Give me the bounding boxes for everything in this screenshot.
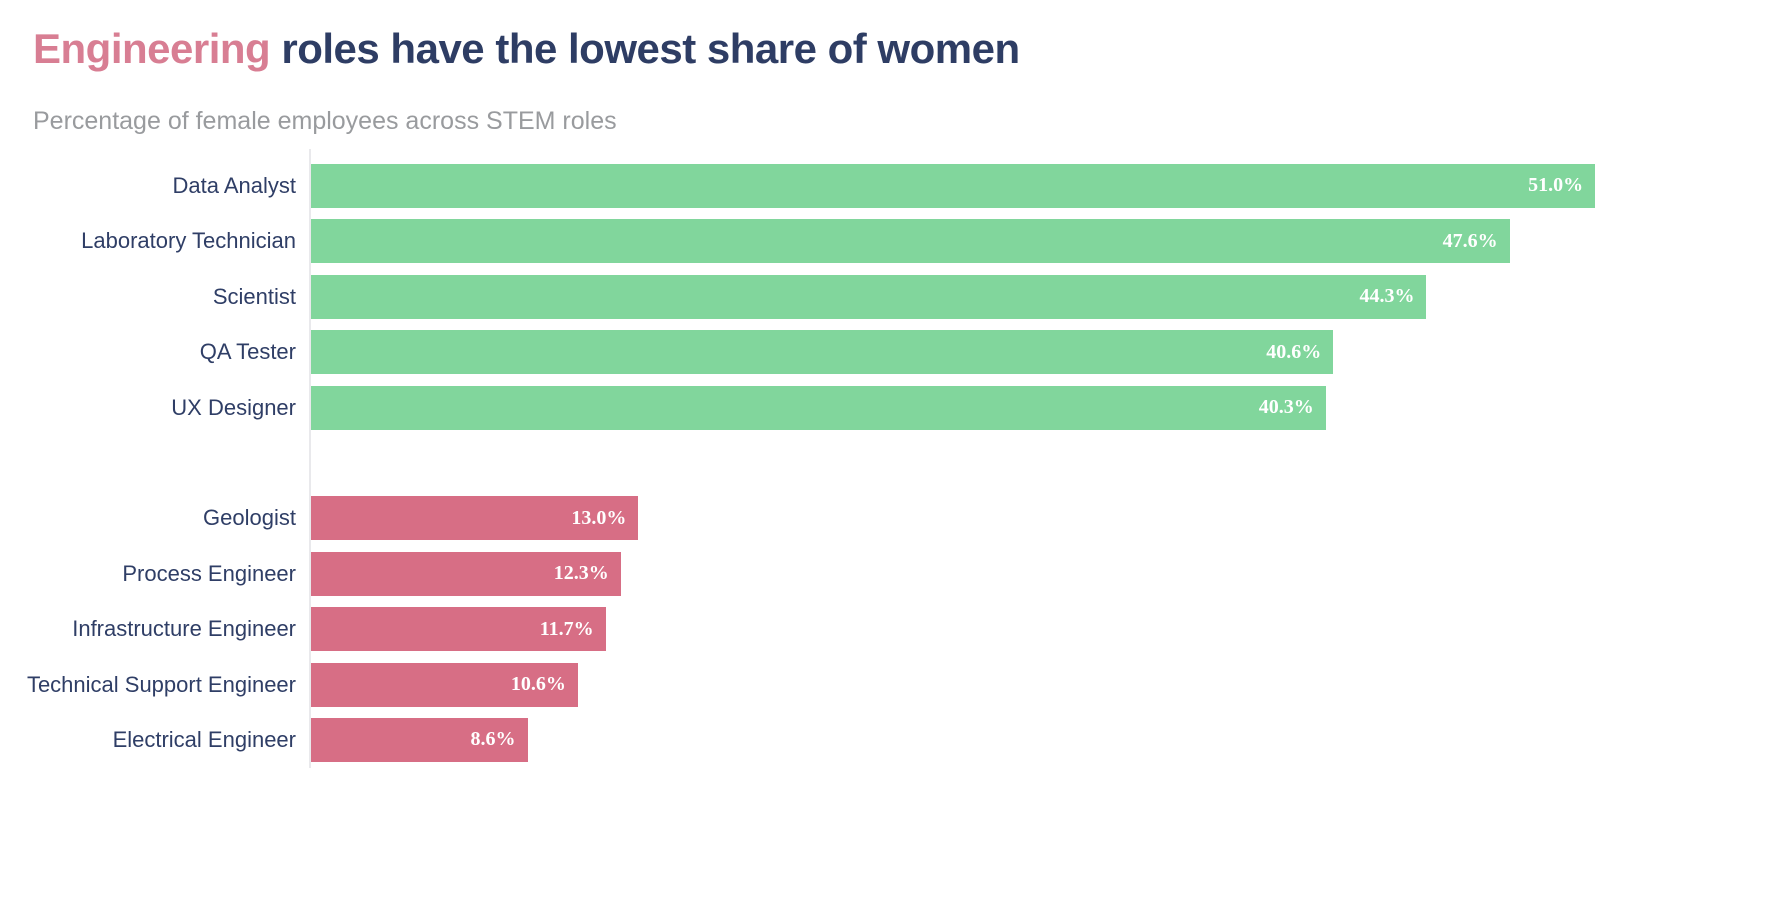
bar-area: 51.0% (311, 158, 1771, 213)
bar-area: 8.6% (311, 712, 1771, 767)
value-label: 11.7% (539, 617, 594, 640)
bar-laboratory-technician: 47.6% (311, 219, 1510, 264)
bar-row-ux-designer: UX Designer 40.3% (0, 380, 1771, 435)
bar-row-infrastructure-engineer: Infrastructure Engineer 11.7% (0, 601, 1771, 656)
category-label: UX Designer (171, 394, 296, 420)
bar-area: 40.3% (311, 380, 1771, 435)
bar-area: 10.6% (311, 657, 1771, 712)
value-label: 44.3% (1359, 285, 1415, 308)
bar-chart: Data Analyst 51.0% Laboratory Technician… (0, 149, 1771, 768)
value-label: 8.6% (470, 728, 516, 751)
bar-row-qa-tester: QA Tester 40.6% (0, 324, 1771, 379)
value-label: 12.3% (553, 562, 609, 585)
bar-row-laboratory-technician: Laboratory Technician 47.6% (0, 214, 1771, 269)
chart-title-highlight: Engineering (33, 25, 271, 72)
bar-process-engineer: 12.3% (311, 551, 621, 596)
bar-area: 13.0% (311, 491, 1771, 546)
value-label: 10.6% (510, 673, 566, 695)
bar-scientist: 44.3% (311, 274, 1427, 319)
value-label: 40.3% (1258, 396, 1314, 419)
bar-row-scientist: Scientist 44.3% (0, 269, 1771, 324)
bar-row-gap (0, 435, 1771, 490)
bar-area: 40.6% (311, 324, 1771, 379)
category-label: Data Analyst (172, 172, 296, 198)
bar-ux-designer: 40.3% (311, 385, 1326, 430)
category-label: QA Tester (199, 339, 296, 365)
bar-geologist: 13.0% (311, 496, 639, 541)
bar-row-electrical-engineer: Electrical Engineer 8.6% (0, 712, 1771, 767)
bar-row-geologist: Geologist 13.0% (0, 491, 1771, 546)
bar-electrical-engineer: 8.6% (311, 717, 528, 762)
bar-area: 11.7% (311, 601, 1771, 656)
value-label: 51.0% (1528, 174, 1584, 197)
y-axis-spine (309, 149, 311, 768)
chart-subtitle: Percentage of female employees across ST… (33, 107, 617, 136)
bar-row-technical-support-engineer: Technical Support Engineer 10.6% (0, 657, 1771, 712)
bar-row-data-analyst: Data Analyst 51.0% (0, 158, 1771, 213)
bar-area: 44.3% (311, 269, 1771, 324)
bar-qa-tester: 40.6% (311, 330, 1334, 375)
category-label: Geologist (203, 505, 296, 531)
category-label: Electrical Engineer (112, 726, 296, 752)
bar-area (311, 435, 1771, 490)
value-label: 47.6% (1442, 229, 1498, 252)
bar-data-analyst: 51.0% (311, 163, 1596, 208)
category-label: Laboratory Technician (81, 228, 296, 254)
bar-technical-support-engineer: 10.6% (311, 662, 578, 707)
bar-infrastructure-engineer: 11.7% (311, 607, 606, 652)
bar-row-process-engineer: Process Engineer 12.3% (0, 546, 1771, 601)
chart-title-rest: roles have the lowest share of women (270, 25, 1020, 72)
category-label: Infrastructure Engineer (72, 616, 296, 642)
bar-area: 12.3% (311, 546, 1771, 601)
category-label: Process Engineer (122, 560, 296, 586)
value-label: 13.0% (571, 506, 627, 529)
chart-title: Engineering roles have the lowest share … (33, 25, 1771, 73)
chart-page: Engineering roles have the lowest share … (0, 25, 1771, 911)
category-label: Scientist (212, 283, 296, 309)
bar-area: 47.6% (311, 214, 1771, 269)
value-label: 40.6% (1266, 340, 1322, 363)
category-label: Technical Support Engineer (26, 671, 296, 697)
